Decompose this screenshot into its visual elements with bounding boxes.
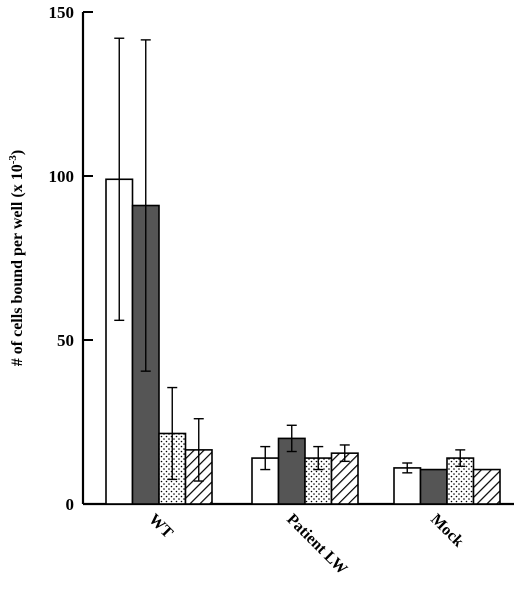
y-ticks: 0 50 100 150 [49, 3, 93, 514]
bar-dark-2 [419, 468, 448, 505]
error-bar-white-0 [114, 37, 125, 322]
error-bar-dark-0 [140, 39, 151, 372]
error-bar-dark-1 [286, 424, 297, 453]
error-bar-hatched-0 [193, 418, 204, 482]
y-tick-label: 0 [66, 495, 75, 514]
error-bar-white-1 [260, 445, 271, 471]
y-axis-label: # of cells bound per well (x 10-3) [7, 150, 26, 366]
x-category-label: Patient LW [283, 511, 350, 578]
error-bar-hatched-1 [339, 444, 350, 463]
x-category-labels: WT Patient LW Mock [145, 511, 467, 578]
bar-hatched-2 [472, 468, 501, 505]
error-bar-dotted-2 [455, 449, 466, 467]
x-category-label: Mock [427, 511, 467, 551]
y-tick-label: 150 [49, 3, 75, 22]
error-bar-dotted-1 [313, 445, 324, 471]
bar-white-2 [393, 467, 422, 505]
x-category-label: WT [145, 511, 176, 542]
y-tick-label: 100 [49, 167, 75, 186]
y-axis-label-text: # of cells bound per well (x 10 [9, 164, 26, 366]
y-axis-label-superscript: -3 [7, 155, 19, 165]
bars [105, 178, 501, 505]
y-tick-label: 50 [57, 331, 74, 350]
svg-text:# of cells bound per well (x 1: # of cells bound per well (x 10-3) [7, 150, 26, 366]
y-axis-label-close: ) [9, 150, 26, 155]
error-bars [114, 37, 466, 482]
error-bar-dotted-0 [167, 386, 178, 481]
error-bar-white-2 [402, 462, 413, 474]
